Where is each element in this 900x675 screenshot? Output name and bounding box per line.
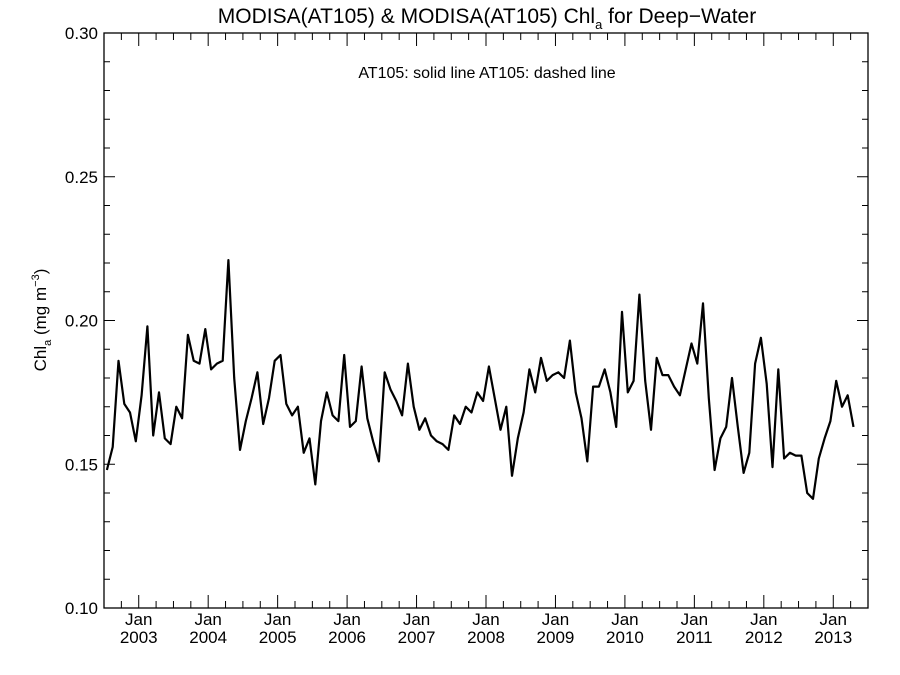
x-tick-label-month: Jan: [611, 610, 638, 629]
x-tick-label-month: Jan: [333, 610, 360, 629]
data-series: [105, 259, 855, 500]
x-tick-label-month: Jan: [750, 610, 777, 629]
x-tick-label-month: Jan: [472, 610, 499, 629]
y-axis-label-main: Chl: [31, 346, 50, 372]
y-axis-label: Chla (mg m−3): [30, 269, 54, 372]
chart-title: MODISA(AT105) & MODISA(AT105) Chla for D…: [218, 5, 756, 32]
y-tick-label: 0.20: [65, 312, 98, 331]
x-tick-label-year: 2007: [398, 628, 436, 647]
x-tick-label-month: Jan: [194, 610, 221, 629]
y-axis-label-subscript: a: [42, 339, 54, 346]
x-tick-label-month: Jan: [681, 610, 708, 629]
y-tick-label: 0.30: [65, 24, 98, 43]
x-tick-label-year: 2003: [120, 628, 158, 647]
y-tick-label: 0.25: [65, 168, 98, 187]
chart-title-main: MODISA(AT105) & MODISA(AT105) Chl: [218, 5, 595, 28]
x-tick-label-month: Jan: [125, 610, 152, 629]
y-tick-label: 0.15: [65, 455, 98, 474]
x-tick-label-year: 2013: [814, 628, 852, 647]
x-tick-label-year: 2010: [606, 628, 644, 647]
x-tick-label-month: Jan: [820, 610, 847, 629]
x-tick-label-year: 2012: [745, 628, 783, 647]
line-style-annotation: AT105: solid line AT105: dashed line: [358, 65, 615, 82]
x-tick-label-year: 2005: [259, 628, 297, 647]
x-tick-label-year: 2008: [467, 628, 505, 647]
chart-title-subscript: a: [595, 17, 603, 32]
x-tick-label-month: Jan: [403, 610, 430, 629]
y-axis-label-superscript: −3: [30, 274, 42, 287]
plot-frame: [103, 32, 869, 609]
x-tick-label-year: 2011: [676, 628, 713, 647]
series-line-solid: [105, 259, 855, 500]
y-axis-label-mid: (mg m: [31, 287, 50, 340]
x-tick-label-year: 2006: [328, 628, 366, 647]
x-tick-label-year: 2009: [537, 628, 575, 647]
x-tick-label-month: Jan: [264, 610, 291, 629]
x-tick-label-year: 2004: [189, 628, 227, 647]
x-tick-label-month: Jan: [542, 610, 569, 629]
chart-title-rest: for Deep−Water: [602, 5, 756, 28]
y-tick-label: 0.10: [65, 599, 98, 618]
axis-ticks: 0.100.150.200.250.30Jan2003Jan2004Jan200…: [65, 24, 869, 647]
y-axis-label-end: ): [31, 269, 50, 275]
